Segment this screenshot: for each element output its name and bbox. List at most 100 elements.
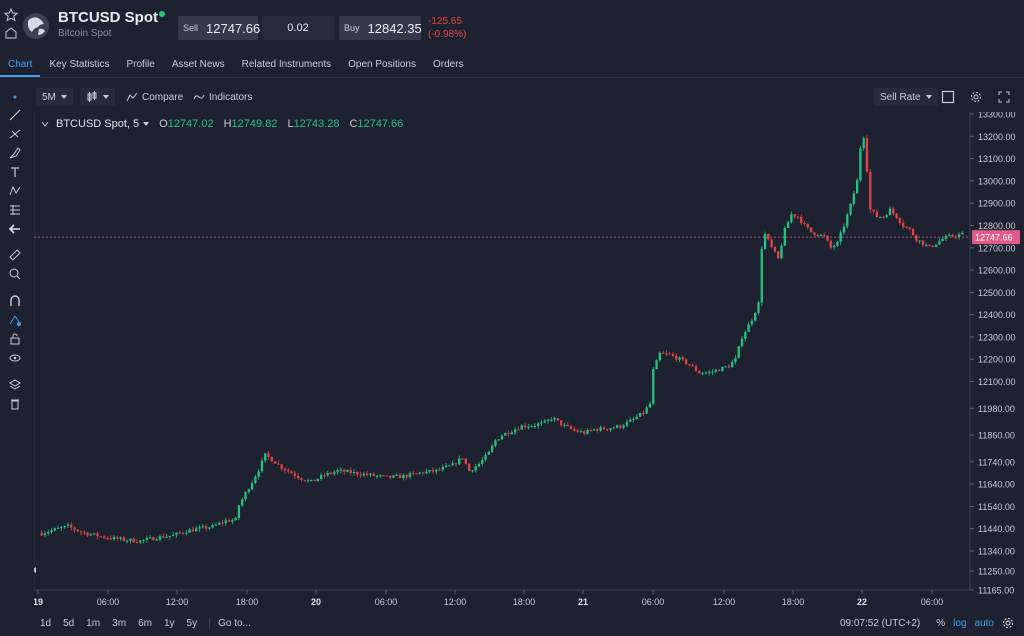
close-value: 12747.66 <box>357 118 404 130</box>
candle-body <box>619 425 622 428</box>
rate-type-value: Sell Rate <box>880 91 921 103</box>
candle-body <box>934 244 938 247</box>
current-price-label: 12747.66 <box>975 233 1013 243</box>
settings-button[interactable] <box>970 88 982 106</box>
tab-orders[interactable]: Orders <box>432 59 464 70</box>
candle-body <box>537 423 540 427</box>
candle-body <box>415 473 418 475</box>
price-tick-label: 12500.00 <box>978 288 1016 298</box>
text-tool-icon[interactable] <box>8 165 22 179</box>
drawing-toolbar <box>0 84 30 624</box>
sell-button[interactable]: Sell 12747.66 <box>178 16 260 40</box>
price-tick-label: 12800.00 <box>978 221 1016 231</box>
candle-body <box>79 531 83 533</box>
candle-body <box>497 439 500 441</box>
candle-body <box>47 532 50 534</box>
compare-button[interactable]: Compare <box>126 88 183 106</box>
prediction-tool-icon[interactable] <box>8 203 22 217</box>
candle-body <box>681 357 685 360</box>
rate-type-dropdown[interactable]: Sell Rate <box>874 88 938 106</box>
candle-body <box>122 537 126 541</box>
pattern-tool-icon[interactable] <box>8 184 22 198</box>
clock-display[interactable]: 09:07:52 (UTC+2) <box>839 617 921 629</box>
candle-body <box>306 480 310 482</box>
range-1m[interactable]: 1m <box>86 617 101 629</box>
brush-icon[interactable] <box>8 146 22 160</box>
range-6m[interactable]: 6m <box>138 617 152 629</box>
percent-scale-toggle[interactable]: % <box>936 617 946 629</box>
price-chart[interactable]: 13300.00 13200.00 13100.00 13000.00 12900.00… <box>34 112 1024 612</box>
price-tick-label: 11860.00 <box>978 431 1015 441</box>
trash-icon[interactable] <box>8 397 22 411</box>
candle-body <box>750 320 754 325</box>
back-arrow-icon[interactable] <box>8 222 22 236</box>
tab-key-statistics[interactable]: Key Statistics <box>49 59 110 70</box>
tab-asset-news[interactable]: Asset News <box>171 59 225 70</box>
star-icon[interactable] <box>4 8 18 22</box>
candle-body <box>310 479 313 481</box>
candle-body <box>546 419 550 421</box>
buy-button[interactable]: Buy 12842.35 <box>339 16 422 40</box>
quantity-input[interactable]: 0.02 <box>262 16 334 40</box>
candle-body <box>116 536 119 539</box>
log-scale-toggle[interactable]: log <box>953 617 967 629</box>
candle-body <box>333 471 336 474</box>
candle-body <box>708 372 711 374</box>
candle-body <box>523 425 527 428</box>
candle-body <box>142 539 145 541</box>
lock-icon[interactable] <box>8 332 22 346</box>
magnet-icon[interactable] <box>8 294 22 308</box>
candle-body <box>106 537 109 539</box>
zoom-in-icon[interactable] <box>8 267 22 281</box>
candle-body <box>921 240 925 245</box>
candle-body <box>477 463 481 467</box>
time-tick-label: 12:00 <box>444 597 467 607</box>
candle-body <box>283 468 287 471</box>
candle-body <box>63 525 66 528</box>
interval-dropdown[interactable]: 5M <box>36 88 73 106</box>
range-5y[interactable]: 5y <box>186 617 198 629</box>
fullscreen-toggle[interactable] <box>941 88 955 106</box>
range-5d[interactable]: 5d <box>63 617 75 629</box>
price-tick-label: 12100.00 <box>978 377 1016 387</box>
gear-icon[interactable] <box>1002 617 1014 629</box>
tab-open-positions[interactable]: Open Positions <box>348 59 416 70</box>
tab-chart[interactable]: Chart <box>0 52 41 77</box>
fib-tool-icon[interactable] <box>8 127 22 141</box>
candle-body <box>698 370 701 374</box>
stay-in-drawing-icon[interactable] <box>8 313 22 327</box>
expand-button[interactable] <box>998 88 1010 106</box>
indicators-button[interactable]: Indicators <box>193 88 252 106</box>
candle-body <box>385 475 389 477</box>
candle-body <box>668 353 671 355</box>
chart-type-dropdown[interactable] <box>80 88 115 106</box>
time-tick-label: 19 <box>34 597 43 607</box>
layers-icon[interactable] <box>8 378 22 392</box>
ruler-icon[interactable] <box>8 248 22 262</box>
eye-icon[interactable] <box>8 351 22 365</box>
tab-related-instruments[interactable]: Related Instruments <box>241 59 332 70</box>
range-1y[interactable]: 1y <box>163 617 175 629</box>
candle-body <box>264 453 267 461</box>
tab-profile[interactable]: Profile <box>126 59 155 70</box>
range-1d[interactable]: 1d <box>40 617 52 629</box>
candle-body <box>267 453 270 457</box>
range-3m[interactable]: 3m <box>112 617 127 629</box>
legend-symbol[interactable]: BTCUSD Spot, 5 <box>56 118 140 130</box>
goto-button[interactable]: Go to... <box>209 617 251 629</box>
candle-body <box>43 533 47 536</box>
candle-body <box>846 214 849 227</box>
candle-body <box>402 475 405 479</box>
trend-line-icon[interactable] <box>8 108 22 122</box>
scroll-left-icon <box>34 567 36 573</box>
crosshair-icon[interactable] <box>8 90 22 104</box>
auto-scale-toggle[interactable]: auto <box>974 617 994 629</box>
change-percent: (-0.98%) <box>428 29 467 40</box>
candle-body <box>435 469 438 472</box>
candle-body <box>961 232 964 235</box>
open-value: 12747.02 <box>167 118 214 130</box>
candle-body <box>543 420 546 423</box>
candle-body <box>813 232 816 235</box>
collapse-legend-icon[interactable] <box>40 119 50 129</box>
share-icon[interactable] <box>4 26 18 40</box>
